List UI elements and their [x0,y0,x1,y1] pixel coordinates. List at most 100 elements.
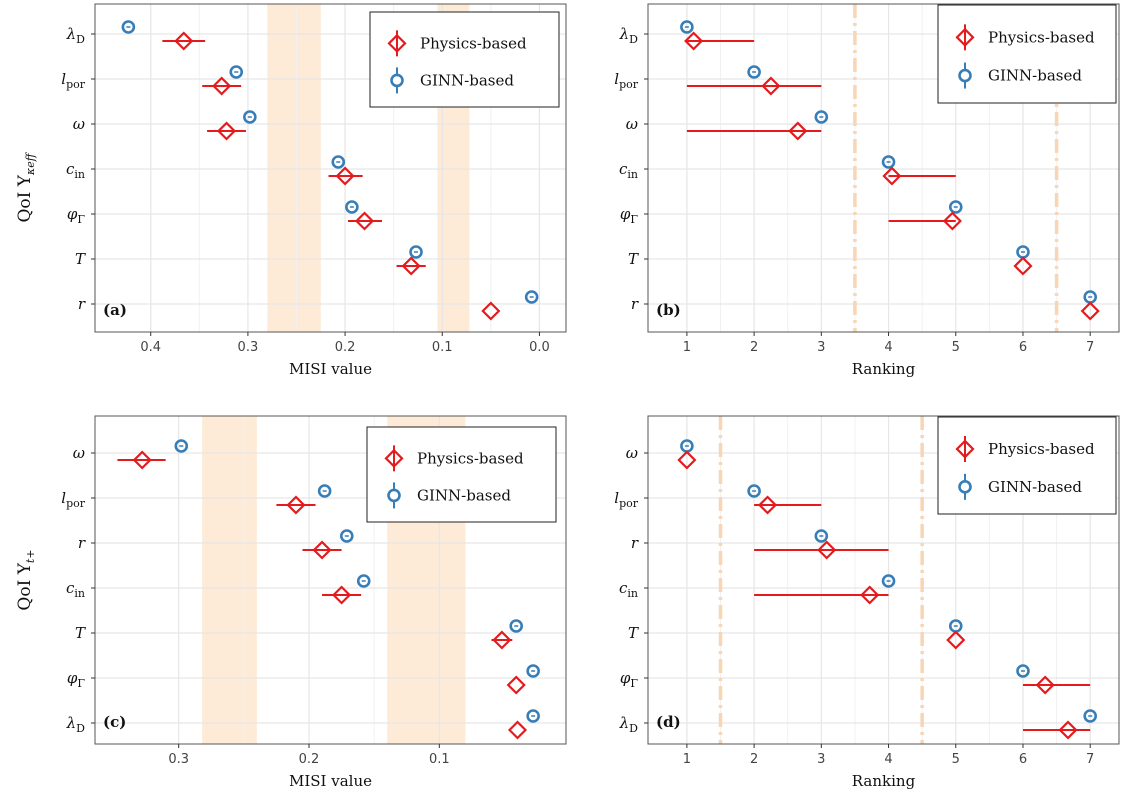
physics-point [481,301,501,321]
physics-point [1013,256,1033,276]
ginn-point [331,155,346,169]
row-title-top: QoI Yκeff [15,151,37,222]
legend-box [937,4,1117,104]
ginn-point [814,529,829,543]
physics-point [817,540,837,560]
x-axis-title: MISI value [289,772,372,790]
ginn-point [948,200,963,214]
y-category-label: cin [66,160,85,181]
physics-point [174,31,194,51]
y-category-label: r [631,295,639,313]
legend-box [366,426,557,523]
x-tick-label: 0.3 [238,340,259,355]
physics-point [684,31,704,51]
y-category-label: ω [626,115,638,133]
physics-point [1080,301,1100,321]
x-tick-label: 6 [1019,752,1027,767]
physics-point [788,121,808,141]
panel-b-ranking-keff: 1 2 3 4 5 6 7 Ranking λD lpor ω cin φΓ Tr (b) Physics-b… [614,3,1120,378]
y-category-label: cin [619,160,638,181]
physics-point [286,495,306,515]
x-tick-label: 0.3 [168,752,189,767]
row-title-bottom: QoI Yt+ [15,549,37,610]
x-tick-label: 3 [817,752,825,767]
ginn-point [356,574,371,588]
physics-point [1058,720,1078,740]
y-category-label: ω [73,444,85,462]
x-tick-label: 0.1 [429,752,450,767]
physics-point [132,450,152,470]
x-axis-title: MISI value [289,360,372,378]
plot-frame [647,415,1120,745]
panel-label: (c) [103,713,126,731]
x-tick-label: 2 [750,752,758,767]
ginn-point [317,484,332,498]
panel-label: (a) [103,301,127,319]
physics-point [1035,675,1055,695]
y-category-label: φΓ [67,205,86,226]
ginn-point [509,619,524,633]
y-category-label: T [75,624,86,642]
y-category-label: r [631,534,639,552]
x-tick-label: 1 [683,340,691,355]
legend-physics-label: Physics-based [988,440,1095,458]
y-category-label: φΓ [620,205,639,226]
legend-physics-label: Physics-based [420,34,527,52]
ginn-point [345,200,359,214]
physics-point [401,256,421,276]
y-category-label: λD [619,25,639,46]
shaded-band [267,4,321,332]
y-category-label: φΓ [67,669,86,690]
physics-point [335,166,355,186]
ginn-point [524,290,539,304]
x-tick-label: 0.0 [529,340,550,355]
y-category-label: r [78,534,86,552]
legend-physics-diamond [955,439,975,459]
physics-point [332,585,352,605]
y-category-label: cin [619,579,638,600]
x-tick-label: 2 [750,340,758,355]
physics-point [312,540,332,560]
ginn-point [121,20,136,34]
physics-point [212,76,232,96]
ginn-point [747,65,761,79]
y-category-label: lpor [61,489,85,510]
y-category-label: λD [619,714,639,735]
ginn-point [1083,709,1097,723]
ginn-point [243,110,257,124]
x-tick-label: 0.4 [140,340,161,355]
x-axis-title: Ranking [852,772,916,790]
ginn-point [1016,664,1030,678]
ginn-point [814,110,829,124]
y-category-label: r [78,295,86,313]
ginn-point [881,574,896,588]
physics-point [507,720,528,740]
physics-point [757,495,778,515]
legend: Physics-based GINN-based [366,426,557,523]
panel-a-misi-keff: 0.4 0.3 0.2 0.1 0.0 MISI value λD lpor ω cin φΓ Tr (… [61,3,567,378]
y-category-label: lpor [61,70,85,91]
ginn-point [526,709,540,723]
panel-label: (d) [656,713,681,731]
x-tick-label: 4 [884,752,892,767]
y-category-label: cin [66,579,85,600]
physics-point [860,585,880,605]
legend-box [937,416,1117,515]
physics-point [946,630,966,650]
physics-point [882,166,902,186]
physics-point [492,630,512,650]
x-tick-label: 7 [1086,752,1094,767]
ginn-point [174,439,189,453]
y-category-label: λD [66,25,86,46]
panel-d-ranking-tplus: 1 2 3 4 5 6 7 Ranking ω lpor r cin TφΓ λD (d) Physics-b… [614,415,1120,790]
legend-ginn-circle [958,480,972,494]
legend: Physics-based GINN-based [937,416,1117,515]
legend-ginn-label: GINN-based [417,486,511,504]
y-category-label: ω [73,115,85,133]
ginn-point [747,484,761,498]
legend-physics-diamond [384,448,404,468]
plot-frame [647,3,1120,333]
y-category-label: T [75,250,86,268]
physics-point [354,211,375,231]
